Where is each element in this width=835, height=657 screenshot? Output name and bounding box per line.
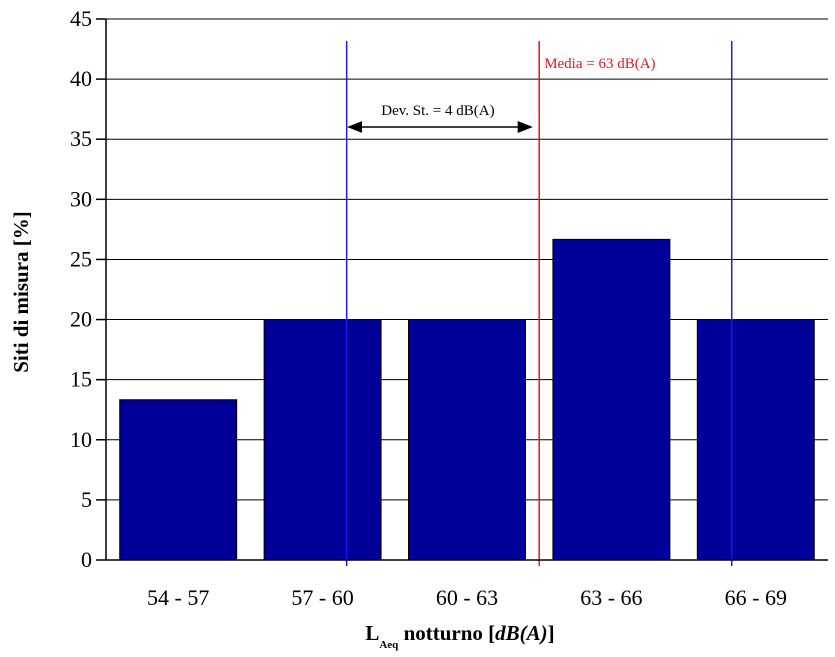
y-tick-label: 40: [70, 66, 92, 91]
bars: [119, 238, 815, 561]
axes: 0 5 10 15 20 25 30 35 40 45 54 - 57 57 - 60 60 - 63 6…: [70, 6, 828, 610]
y-tick-label: 25: [70, 246, 92, 271]
x-axis-title-close: ]: [548, 621, 555, 645]
x-tick-label: 60 - 63: [436, 585, 498, 610]
x-axis-title-italic: dB(A): [495, 621, 548, 645]
x-axis-title-sub: Aeq: [379, 639, 399, 651]
bar-60-63: [408, 319, 526, 561]
y-tick-label: 15: [70, 367, 92, 392]
bar-54-57: [119, 399, 238, 561]
x-tick-label: 66 - 69: [725, 585, 787, 610]
x-axis-title-main: L: [365, 621, 379, 645]
std-dev-label: Dev. St. = 4 dB(A): [381, 103, 494, 119]
y-tick-label: 5: [81, 487, 92, 512]
x-axis-title: LAeq notturno [dB(A)]: [365, 621, 554, 651]
x-tick-label: 57 - 60: [291, 585, 353, 610]
bar-63-66: [552, 238, 671, 561]
y-tick-label: 20: [70, 307, 92, 332]
bar-57-60: [263, 319, 382, 561]
y-tick-label: 0: [81, 547, 92, 572]
bar-66-69: [696, 319, 815, 561]
mean-label: Media = 63 dB(A): [544, 56, 655, 72]
reference-lines: [345, 41, 733, 566]
y-tick-label: 30: [70, 186, 92, 211]
y-tick-label: 45: [70, 6, 92, 31]
x-tick-label: 63 - 66: [580, 585, 642, 610]
x-axis-title-rest: notturno [: [398, 621, 495, 645]
y-axis-title: Siti di misura [%]: [9, 211, 33, 373]
y-tick-label: 35: [70, 126, 92, 151]
y-tick-label: 10: [70, 427, 92, 452]
annotations: Media = 63 dB(A) Dev. St. = 4 dB(A): [347, 56, 656, 133]
x-tick-label: 54 - 57: [147, 585, 209, 610]
